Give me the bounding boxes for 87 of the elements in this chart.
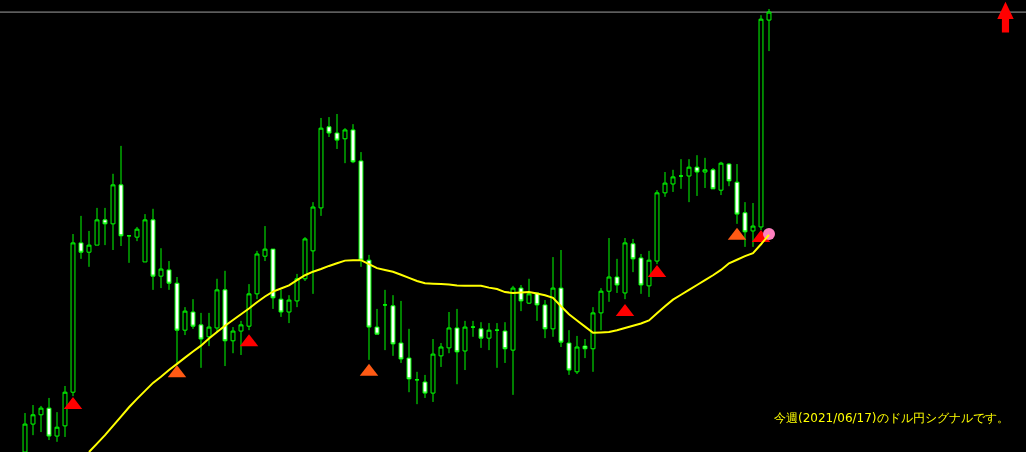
candlestick: [78, 215, 84, 260]
candlestick: [30, 404, 36, 436]
candlestick: [142, 213, 148, 263]
candlestick: [734, 163, 740, 225]
candlestick: [342, 127, 348, 164]
candlestick: [510, 285, 516, 396]
candlestick: [62, 385, 68, 438]
candlestick: [110, 173, 116, 251]
candlestick: [134, 226, 140, 242]
candlestick: [374, 308, 380, 335]
candlestick: [326, 116, 332, 138]
candlestick: [486, 322, 492, 351]
candlestick: [174, 276, 180, 364]
candlestick: [702, 157, 708, 189]
candlestick: [718, 161, 724, 196]
candlestick: [150, 208, 156, 291]
candlestick: [262, 225, 268, 262]
candlestick: [166, 260, 172, 291]
candlestick: [398, 300, 404, 364]
candlestick: [38, 405, 44, 433]
candlestick: [270, 248, 276, 310]
candlestick: [558, 249, 564, 348]
candlestick: [742, 201, 748, 248]
candlestick: [206, 312, 212, 347]
candlestick: [542, 299, 548, 339]
candlestick: [190, 298, 196, 330]
candlestick: [214, 278, 220, 334]
candlestick: [294, 273, 300, 308]
candlestick: [662, 171, 668, 198]
candlestick: [446, 311, 452, 354]
candlestick: [462, 320, 468, 371]
candlestick: [238, 320, 244, 356]
candlestick: [350, 123, 356, 164]
candlestick: [614, 258, 620, 294]
candlestick: [478, 321, 484, 349]
text: 今週(2021/06/17)のドル円シグナルです。: [774, 411, 1009, 425]
candlestick: [94, 207, 100, 246]
candlestick: [622, 237, 628, 300]
candlestick: [198, 312, 204, 369]
candlestick: [534, 292, 540, 322]
candlestick: [758, 14, 764, 231]
candlestick: [670, 169, 676, 193]
candlestick: [406, 328, 412, 393]
candlestick: [286, 294, 292, 324]
candlestick: [158, 247, 164, 289]
candlestick: [630, 238, 636, 273]
candlestick: [390, 294, 396, 357]
candlestick: [598, 287, 604, 331]
candlestick: [574, 335, 580, 375]
candlestick: [710, 167, 716, 190]
candlestick: [638, 253, 644, 295]
candlestick: [46, 397, 52, 441]
candlestick: [430, 338, 436, 403]
candlestick: [246, 283, 252, 331]
candlestick: [118, 145, 124, 247]
candlestick: [222, 270, 228, 367]
candlestick: [606, 237, 612, 303]
candlestick: [230, 326, 236, 354]
candlestick: [502, 321, 508, 364]
candlestick: [310, 201, 316, 295]
candlestick: [70, 233, 76, 397]
candlestick: [422, 374, 428, 399]
candlestick: [54, 411, 60, 443]
candlestick: [366, 254, 372, 361]
candlestick: [454, 308, 460, 385]
candlestick: [566, 329, 572, 376]
candlestick: [646, 250, 652, 298]
candlestick: [254, 250, 260, 300]
candlestick: [654, 189, 660, 265]
candlestick: [302, 236, 308, 282]
candlestick: [318, 117, 324, 217]
candlestick: [182, 306, 188, 336]
candlestick: [334, 113, 340, 150]
candlestick: [726, 162, 732, 187]
candlestick: [750, 202, 756, 248]
candlestick: [102, 207, 108, 246]
candlestick: [550, 256, 556, 338]
candlestick: [694, 154, 700, 197]
candlestick: [358, 151, 364, 268]
candlestick: [86, 230, 92, 268]
candlestick: [686, 158, 692, 203]
candlestick: [766, 8, 772, 52]
candlestick: [278, 289, 284, 318]
candlestick: [582, 338, 588, 359]
candlestick: [526, 278, 532, 305]
candlestick: [438, 342, 444, 368]
candlestick: [590, 306, 596, 373]
